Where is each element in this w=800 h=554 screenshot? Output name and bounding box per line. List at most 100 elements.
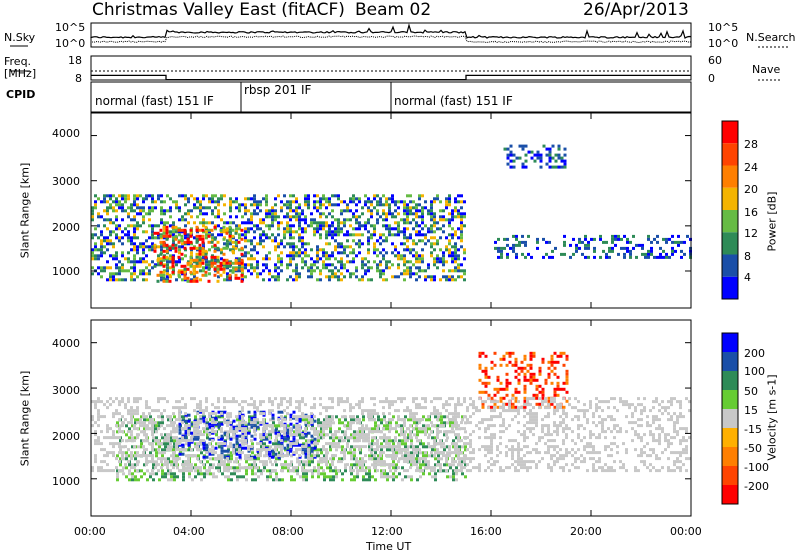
velocity-cell bbox=[196, 437, 200, 441]
power-cb-tick-8: 8 bbox=[744, 250, 751, 263]
power-cell bbox=[222, 237, 226, 241]
velocity-cell bbox=[115, 424, 118, 428]
velocity-cell bbox=[404, 451, 407, 455]
power-cell bbox=[145, 245, 148, 249]
velocity-cell bbox=[220, 434, 224, 438]
power-cell bbox=[94, 257, 97, 261]
velocity-cell bbox=[487, 381, 491, 385]
power-cell bbox=[247, 221, 250, 225]
power-cell bbox=[100, 230, 103, 234]
velocity-cell bbox=[368, 469, 371, 473]
velocity-cell bbox=[256, 449, 260, 453]
velocity-cell bbox=[223, 443, 227, 447]
power-cell bbox=[521, 240, 524, 244]
velocity-cell bbox=[458, 445, 461, 449]
power-cell bbox=[448, 197, 451, 201]
velocity-cell bbox=[145, 454, 148, 458]
power-cell bbox=[322, 251, 325, 255]
velocity-cell bbox=[265, 463, 268, 467]
velocity-cell bbox=[254, 472, 257, 476]
power-cell bbox=[211, 212, 214, 216]
power-cell bbox=[168, 234, 172, 238]
velocity-cell bbox=[151, 448, 154, 452]
beam-label: Beam 02 bbox=[355, 0, 432, 20]
velocity-cell bbox=[199, 403, 202, 407]
velocity-cell bbox=[505, 378, 509, 382]
velocity-cell bbox=[142, 430, 145, 434]
power-cell bbox=[346, 209, 349, 213]
velocity-cell bbox=[361, 433, 364, 437]
power-cell bbox=[292, 251, 295, 255]
power-cell bbox=[268, 269, 271, 273]
cpid-segment-2: rbsp 201 IF bbox=[244, 83, 312, 97]
velocity-cell bbox=[184, 419, 188, 423]
velocity-cell bbox=[460, 427, 463, 431]
velocity-cell bbox=[398, 457, 401, 461]
power-cell bbox=[189, 279, 193, 283]
power-cell bbox=[406, 194, 409, 198]
velocity-cell bbox=[233, 466, 236, 470]
velocity-cell bbox=[238, 421, 241, 425]
power-cell bbox=[430, 254, 433, 258]
velocity-cell bbox=[274, 428, 278, 432]
velocity-cell bbox=[376, 430, 379, 434]
velocity-cell bbox=[148, 412, 151, 416]
velocity-cell bbox=[121, 397, 124, 401]
power-cell bbox=[409, 212, 412, 216]
power-cell bbox=[394, 233, 397, 237]
velocity-cell bbox=[523, 366, 527, 370]
velocity-cell bbox=[128, 472, 131, 476]
velocity-cell bbox=[341, 439, 344, 443]
velocity-cell bbox=[298, 454, 301, 458]
power-cell bbox=[352, 260, 355, 264]
power-cell bbox=[171, 246, 175, 250]
power-cell bbox=[436, 239, 439, 243]
power-cell bbox=[289, 206, 292, 210]
power-cell bbox=[647, 252, 650, 256]
velocity-cell bbox=[259, 460, 262, 464]
power-cell bbox=[237, 261, 241, 265]
power-cell bbox=[259, 227, 262, 231]
velocity-cell bbox=[253, 437, 257, 441]
power-cell bbox=[358, 245, 361, 249]
velocity-cell bbox=[361, 427, 364, 431]
velocity-cell bbox=[355, 460, 358, 464]
velocity-cell bbox=[538, 402, 542, 406]
power-cell bbox=[460, 239, 463, 243]
velocity-cell bbox=[251, 463, 254, 467]
power-cell bbox=[277, 224, 280, 228]
power-cell bbox=[277, 215, 280, 219]
velocity-cell bbox=[346, 445, 349, 449]
velocity-cell bbox=[278, 421, 281, 425]
velocity-cell bbox=[371, 436, 374, 440]
velocity-cell bbox=[523, 387, 527, 391]
power-cell bbox=[298, 212, 301, 216]
power-cell bbox=[418, 266, 421, 270]
velocity-cell bbox=[332, 421, 335, 425]
velocity-cell bbox=[226, 466, 229, 470]
velocity-cell bbox=[281, 418, 284, 422]
velocity-cell bbox=[169, 418, 172, 422]
power-cell bbox=[157, 236, 160, 240]
velocity-cell bbox=[427, 466, 430, 470]
velocity-cell bbox=[331, 418, 334, 422]
velocity-cell bbox=[109, 403, 112, 407]
power-cell bbox=[181, 278, 184, 282]
velocity-cell bbox=[187, 433, 190, 437]
velocity-cell bbox=[220, 443, 224, 447]
velocity-cell bbox=[125, 451, 128, 455]
power-cell bbox=[337, 221, 340, 225]
velocity-cell bbox=[415, 448, 418, 452]
power-cell bbox=[415, 215, 418, 219]
power-cell bbox=[228, 237, 232, 241]
power-cell bbox=[112, 278, 115, 282]
velocity-cell bbox=[514, 405, 518, 409]
power-cell bbox=[256, 242, 259, 246]
velocity-cell bbox=[292, 466, 295, 470]
power-cell bbox=[238, 227, 241, 231]
velocity-cell bbox=[94, 439, 97, 443]
velocity-cell bbox=[283, 433, 286, 437]
velocity-cell bbox=[151, 430, 154, 434]
velocity-cell bbox=[373, 403, 376, 407]
power-cell bbox=[259, 200, 262, 204]
